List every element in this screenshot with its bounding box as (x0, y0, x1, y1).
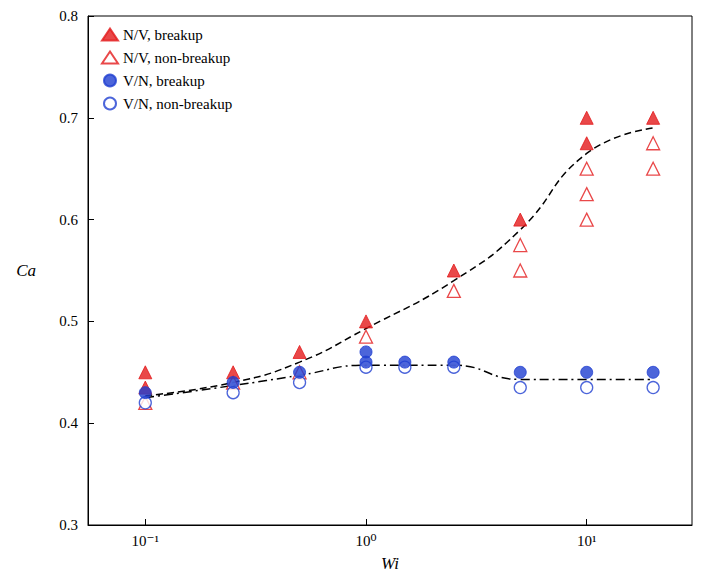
svg-text:0.3: 0.3 (59, 517, 78, 533)
svg-text:0.4: 0.4 (59, 415, 78, 431)
svg-text:N/V, non-breakup: N/V, non-breakup (123, 50, 230, 66)
svg-text:0.5: 0.5 (59, 313, 78, 329)
svg-text:V/N, breakup: V/N, breakup (123, 73, 205, 89)
svg-text:10⁰: 10⁰ (355, 533, 376, 549)
svg-text:0.7: 0.7 (59, 110, 78, 126)
svg-text:0.6: 0.6 (59, 212, 78, 228)
svg-text:Ca: Ca (16, 261, 36, 280)
svg-text:10⁻¹: 10⁻¹ (132, 533, 159, 549)
svg-text:Wi: Wi (381, 554, 399, 573)
svg-text:0.8: 0.8 (59, 8, 78, 24)
svg-text:N/V, breakup: N/V, breakup (123, 27, 203, 43)
svg-text:10¹: 10¹ (577, 533, 597, 549)
svg-text:V/N, non-breakup: V/N, non-breakup (123, 96, 232, 112)
